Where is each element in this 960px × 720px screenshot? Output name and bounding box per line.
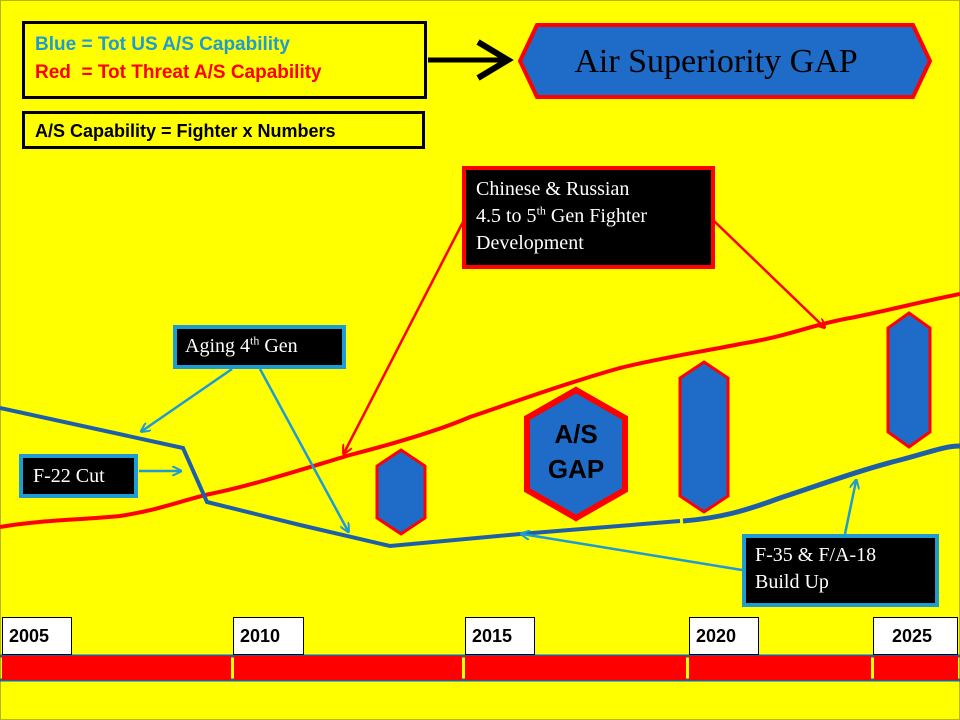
gap-label-line1: A/S [554,419,597,449]
callout-text: 4.5 to 5 [476,205,537,227]
as-gap-badge: A/S GAP [524,386,628,522]
gap-bar-2020 [678,360,730,514]
aging-arrow-right [258,368,348,531]
callout-line: Build Up [755,571,829,593]
callout-line: Chinese & Russian [476,178,630,200]
year-label-2020: 2020 [689,617,759,655]
gap-bar-2013 [375,448,427,536]
year-label-2025: 2025 [873,617,958,655]
f22-cut-callout: F-22 Cut [19,454,138,498]
timeline-segment [465,656,686,680]
timeline-segment [689,656,871,680]
f35-arrow-left [522,534,743,572]
aging-4th-gen-callout: Aging 4th Gen [173,325,346,369]
legend-red-entry: Red = Tot Threat A/S Capability [35,62,322,83]
chinese-arrow-right [712,219,824,327]
f35-arrow-up [843,481,856,535]
legend-to-title-arrow [428,39,514,81]
chinese-arrow-left [344,219,466,453]
year-label-2010: 2010 [233,617,304,655]
title-text: Air Superiority GAP [574,43,857,80]
threat-line [0,292,960,529]
timeline-segment [874,656,958,680]
callout-line: 4.5 to 5th Gen Fighter [476,203,711,230]
callout-text: Aging 4 [185,335,250,357]
gap-label-line2: GAP [548,454,604,484]
callout-text: Gen Fighter [545,205,647,227]
callout-superscript: th [536,203,546,218]
timeline-segment [234,656,462,680]
callout-superscript: th [250,333,260,348]
us-buildup-line [682,443,960,524]
f35-buildup-callout: F-35 & F/A-18 Build Up [742,534,939,607]
callout-line: F-35 & F/A-18 [755,544,877,566]
gap-bar-2024 [886,311,932,449]
callout-text: Gen [259,335,298,357]
year-label-2015: 2015 [465,617,535,655]
callout-line: Development [476,232,584,254]
chinese-russian-callout: Chinese & Russian 4.5 to 5th Gen Fighter… [462,166,715,269]
aging-arrow-left [142,367,233,431]
title-banner: Air Superiority GAP [517,23,933,99]
capability-formula: A/S Capability = Fighter x Numbers [22,111,425,149]
legend: Blue = Tot US A/S Capability Red = Tot T… [22,21,427,99]
legend-blue-entry: Blue = Tot US A/S Capability [35,34,290,55]
timeline-segment [2,656,231,680]
year-label-2005: 2005 [2,617,72,655]
